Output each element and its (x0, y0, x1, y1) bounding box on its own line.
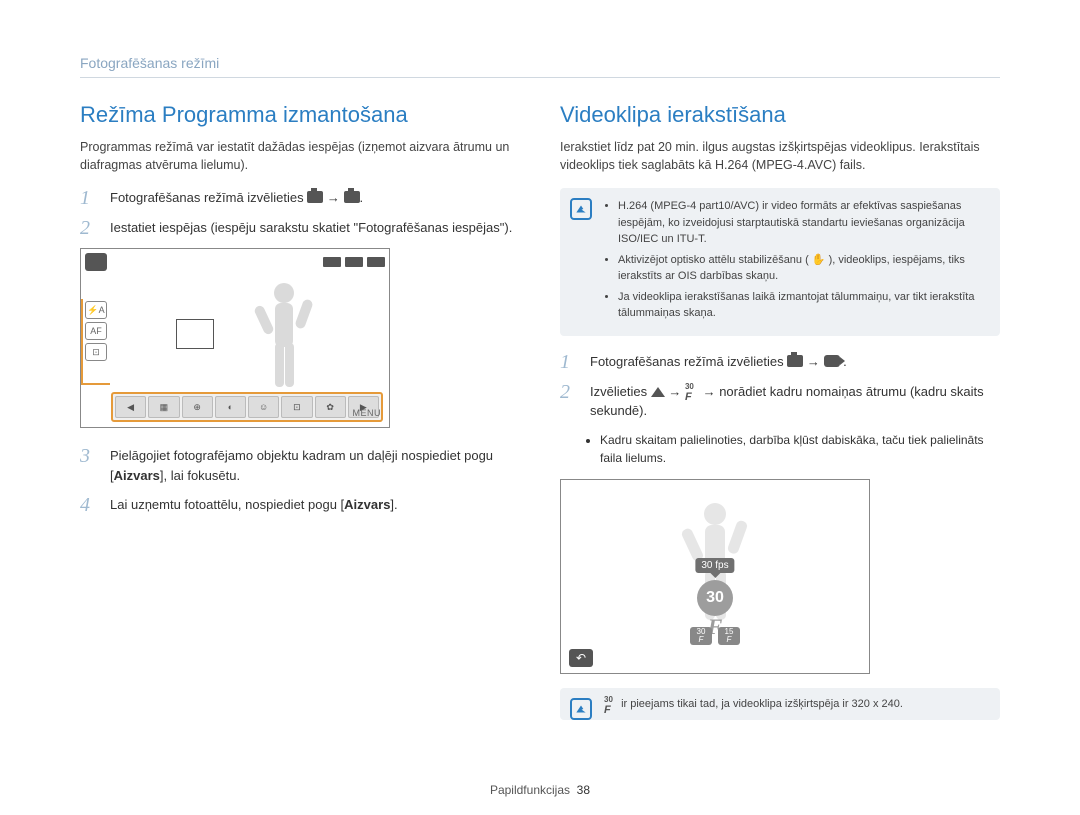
step-number: 3 (80, 446, 98, 485)
bottom-toolbar: ◀ ▦ ⊕ ◐ ☺ ⊡ ✿ ▶ (111, 392, 383, 422)
left-intro: Programmas režīmā var iestatīt dažādas i… (80, 138, 520, 174)
toolbar-icon: ⊡ (281, 396, 312, 418)
step-number: 1 (560, 352, 578, 372)
camera-icon (787, 355, 803, 367)
step-text: Fotografēšanas režīmā izvēlieties (590, 354, 787, 369)
button-name: Aizvars (344, 497, 390, 512)
fps-options: 30F 15F (690, 627, 740, 645)
fps-option: 30F (690, 627, 712, 645)
status-icon (323, 257, 341, 267)
toolbar-icon: ✿ (315, 396, 346, 418)
toolbar-icon: ◐ (215, 396, 246, 418)
breadcrumb: Fotografēšanas režīmi (80, 55, 1000, 78)
arrow-icon: → (668, 384, 685, 399)
camera-lcd-mock: ⚡A AF ⊡ (80, 248, 390, 428)
right-intro: Ierakstiet līdz pat 20 min. ilgus augsta… (560, 138, 1000, 174)
left-step-3: 3 Pielāgojiet fotografējamo objektu kadr… (80, 446, 520, 485)
fps-icon (685, 383, 699, 397)
toolbar-icon: ⊕ (182, 396, 213, 418)
battery-icon (345, 257, 363, 267)
button-name: Aizvars (114, 468, 160, 483)
fps60-icon (604, 696, 618, 710)
flash-icon: ⚡A (85, 301, 107, 319)
af-icon: AF (85, 322, 107, 340)
fps-tooltip: 30 fps (695, 558, 734, 573)
left-step-1: 1 Fotografēšanas režīmā izvēlieties → . (80, 188, 520, 208)
sub-bullet-list: Kadru skaitam palielinoties, darbība kļū… (590, 431, 1000, 467)
note-item: H.264 (MPEG-4 part10/AVC) ir video formā… (618, 198, 988, 248)
silhouette-figure (249, 279, 319, 399)
back-icon: ↶ (569, 649, 593, 667)
note-icon (570, 198, 592, 220)
nav-left-icon: ◀ (115, 396, 146, 418)
up-icon (651, 387, 665, 397)
left-step-2: 2 Iestatiet iespējas (iespēju sarakstu s… (80, 218, 520, 238)
page-footer: Papildfunkcijas 38 (0, 783, 1080, 797)
video-lcd-mock: 30 fps 30 F 30F 15F ↶ (560, 479, 870, 674)
step-text: Izvēlieties (590, 384, 651, 399)
menu-label: MENU (353, 408, 382, 418)
camera-p-icon (344, 191, 360, 203)
right-step-1: 1 Fotografēšanas režīmā izvēlieties → . (560, 352, 1000, 372)
step-text: ], lai fokusētu. (160, 468, 240, 483)
status-icon (367, 257, 385, 267)
left-step-4: 4 Lai uzņemtu fotoattēlu, nospiediet pog… (80, 495, 520, 515)
step-text: Fotografēšanas režīmā izvēlieties (110, 190, 307, 205)
sub-bullet: Kadru skaitam palielinoties, darbība kļū… (600, 431, 1000, 467)
mode-chip-icon (85, 253, 107, 271)
right-title: Videoklipa ierakstīšana (560, 102, 1000, 128)
step-number: 2 (80, 218, 98, 238)
fps-option: 15F (718, 627, 740, 645)
step-number: 2 (560, 382, 578, 421)
note-icon (570, 698, 592, 720)
footer-label: Papildfunkcijas (490, 783, 570, 797)
step-number: 4 (80, 495, 98, 515)
left-column: Režīma Programma izmantošana Programmas … (80, 102, 520, 736)
focus-square (176, 319, 214, 349)
step-text: ]. (390, 497, 397, 512)
info-note-box: H.264 (MPEG-4 part10/AVC) ir video formā… (560, 188, 1000, 336)
note-text: ir pieejams tikai tad, ja videoklipa izš… (621, 698, 903, 710)
step-text: Iestatiet iespējas (iespēju sarakstu ska… (110, 218, 520, 238)
right-step-2: 2 Izvēlieties → → norādiet kadru nomaiņa… (560, 382, 1000, 421)
step-text: Lai uzņemtu fotoattēlu, nospiediet pogu … (110, 497, 344, 512)
arrow-icon: → (327, 190, 344, 205)
toolbar-icon: ☺ (248, 396, 279, 418)
side-icon-column: ⚡A AF ⊡ (85, 301, 107, 361)
arrow-icon: → (807, 354, 824, 369)
note-item: Aktivizējot optisko attēlu stabilizēšanu… (618, 252, 988, 285)
metering-icon: ⊡ (85, 343, 107, 361)
page-number: 38 (577, 783, 590, 797)
note-item: Ja videoklipa ierakstīšanas laikā izmant… (618, 289, 988, 322)
left-title: Režīma Programma izmantošana (80, 102, 520, 128)
toolbar-icon: ▦ (148, 396, 179, 418)
info-note-box: ir pieejams tikai tad, ja videoklipa izš… (560, 688, 1000, 721)
camera-icon (307, 191, 323, 203)
step-number: 1 (80, 188, 98, 208)
video-icon (824, 355, 840, 367)
right-column: Videoklipa ierakstīšana Ierakstiet līdz … (560, 102, 1000, 736)
fps-value-badge: 30 (697, 580, 733, 616)
